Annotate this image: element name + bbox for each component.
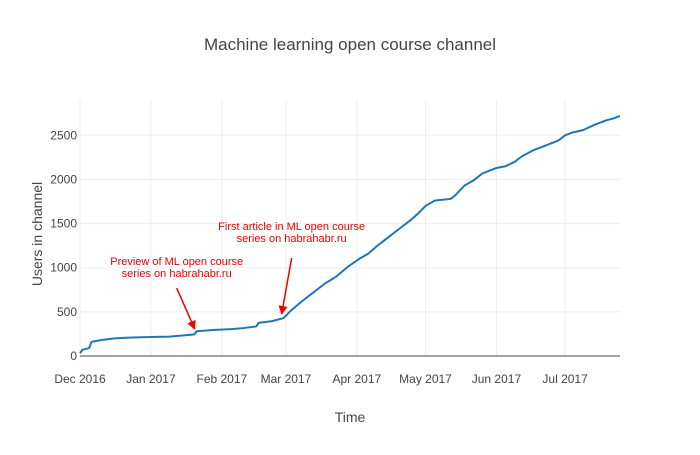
x-tick-label: Jan 2017 [126, 372, 176, 386]
axes: 0 500 1000 1500 2000 2500 Dec 2016 Jan 2017 Feb … [50, 128, 620, 386]
annotation-text: First article in ML open course series on… [218, 221, 365, 245]
y-tick-label: 1500 [50, 217, 77, 231]
x-tick-label: Apr 2017 [333, 372, 382, 386]
x-tick-label: Mar 2017 [261, 372, 312, 386]
x-tick-label: Feb 2017 [197, 372, 248, 386]
y-axis-title: Users in channel [29, 182, 45, 286]
grid [79, 100, 620, 356]
y-tick-label: 1000 [50, 261, 77, 275]
annotations: Preview of ML open course series on habra… [110, 221, 365, 330]
y-tick-label: 0 [70, 349, 77, 363]
series-line [79, 114, 621, 354]
annotation-text: Preview of ML open course series on habra… [110, 256, 243, 280]
series-layer [79, 114, 621, 354]
y-tick-label: 2500 [50, 128, 77, 142]
x-axis-title: Time [335, 409, 366, 425]
x-tick-label: Jul 2017 [542, 372, 588, 386]
y-tick-label: 2000 [50, 172, 77, 186]
x-tick-label: Dec 2016 [54, 372, 106, 386]
annotation-arrow [278, 257, 293, 315]
y-tick-label: 500 [57, 305, 77, 319]
chart-title: Machine learning open course channel [204, 35, 496, 54]
x-tick-label: Jun 2017 [472, 372, 522, 386]
x-tick-label: May 2017 [399, 372, 452, 386]
annotation-arrow [176, 287, 196, 330]
